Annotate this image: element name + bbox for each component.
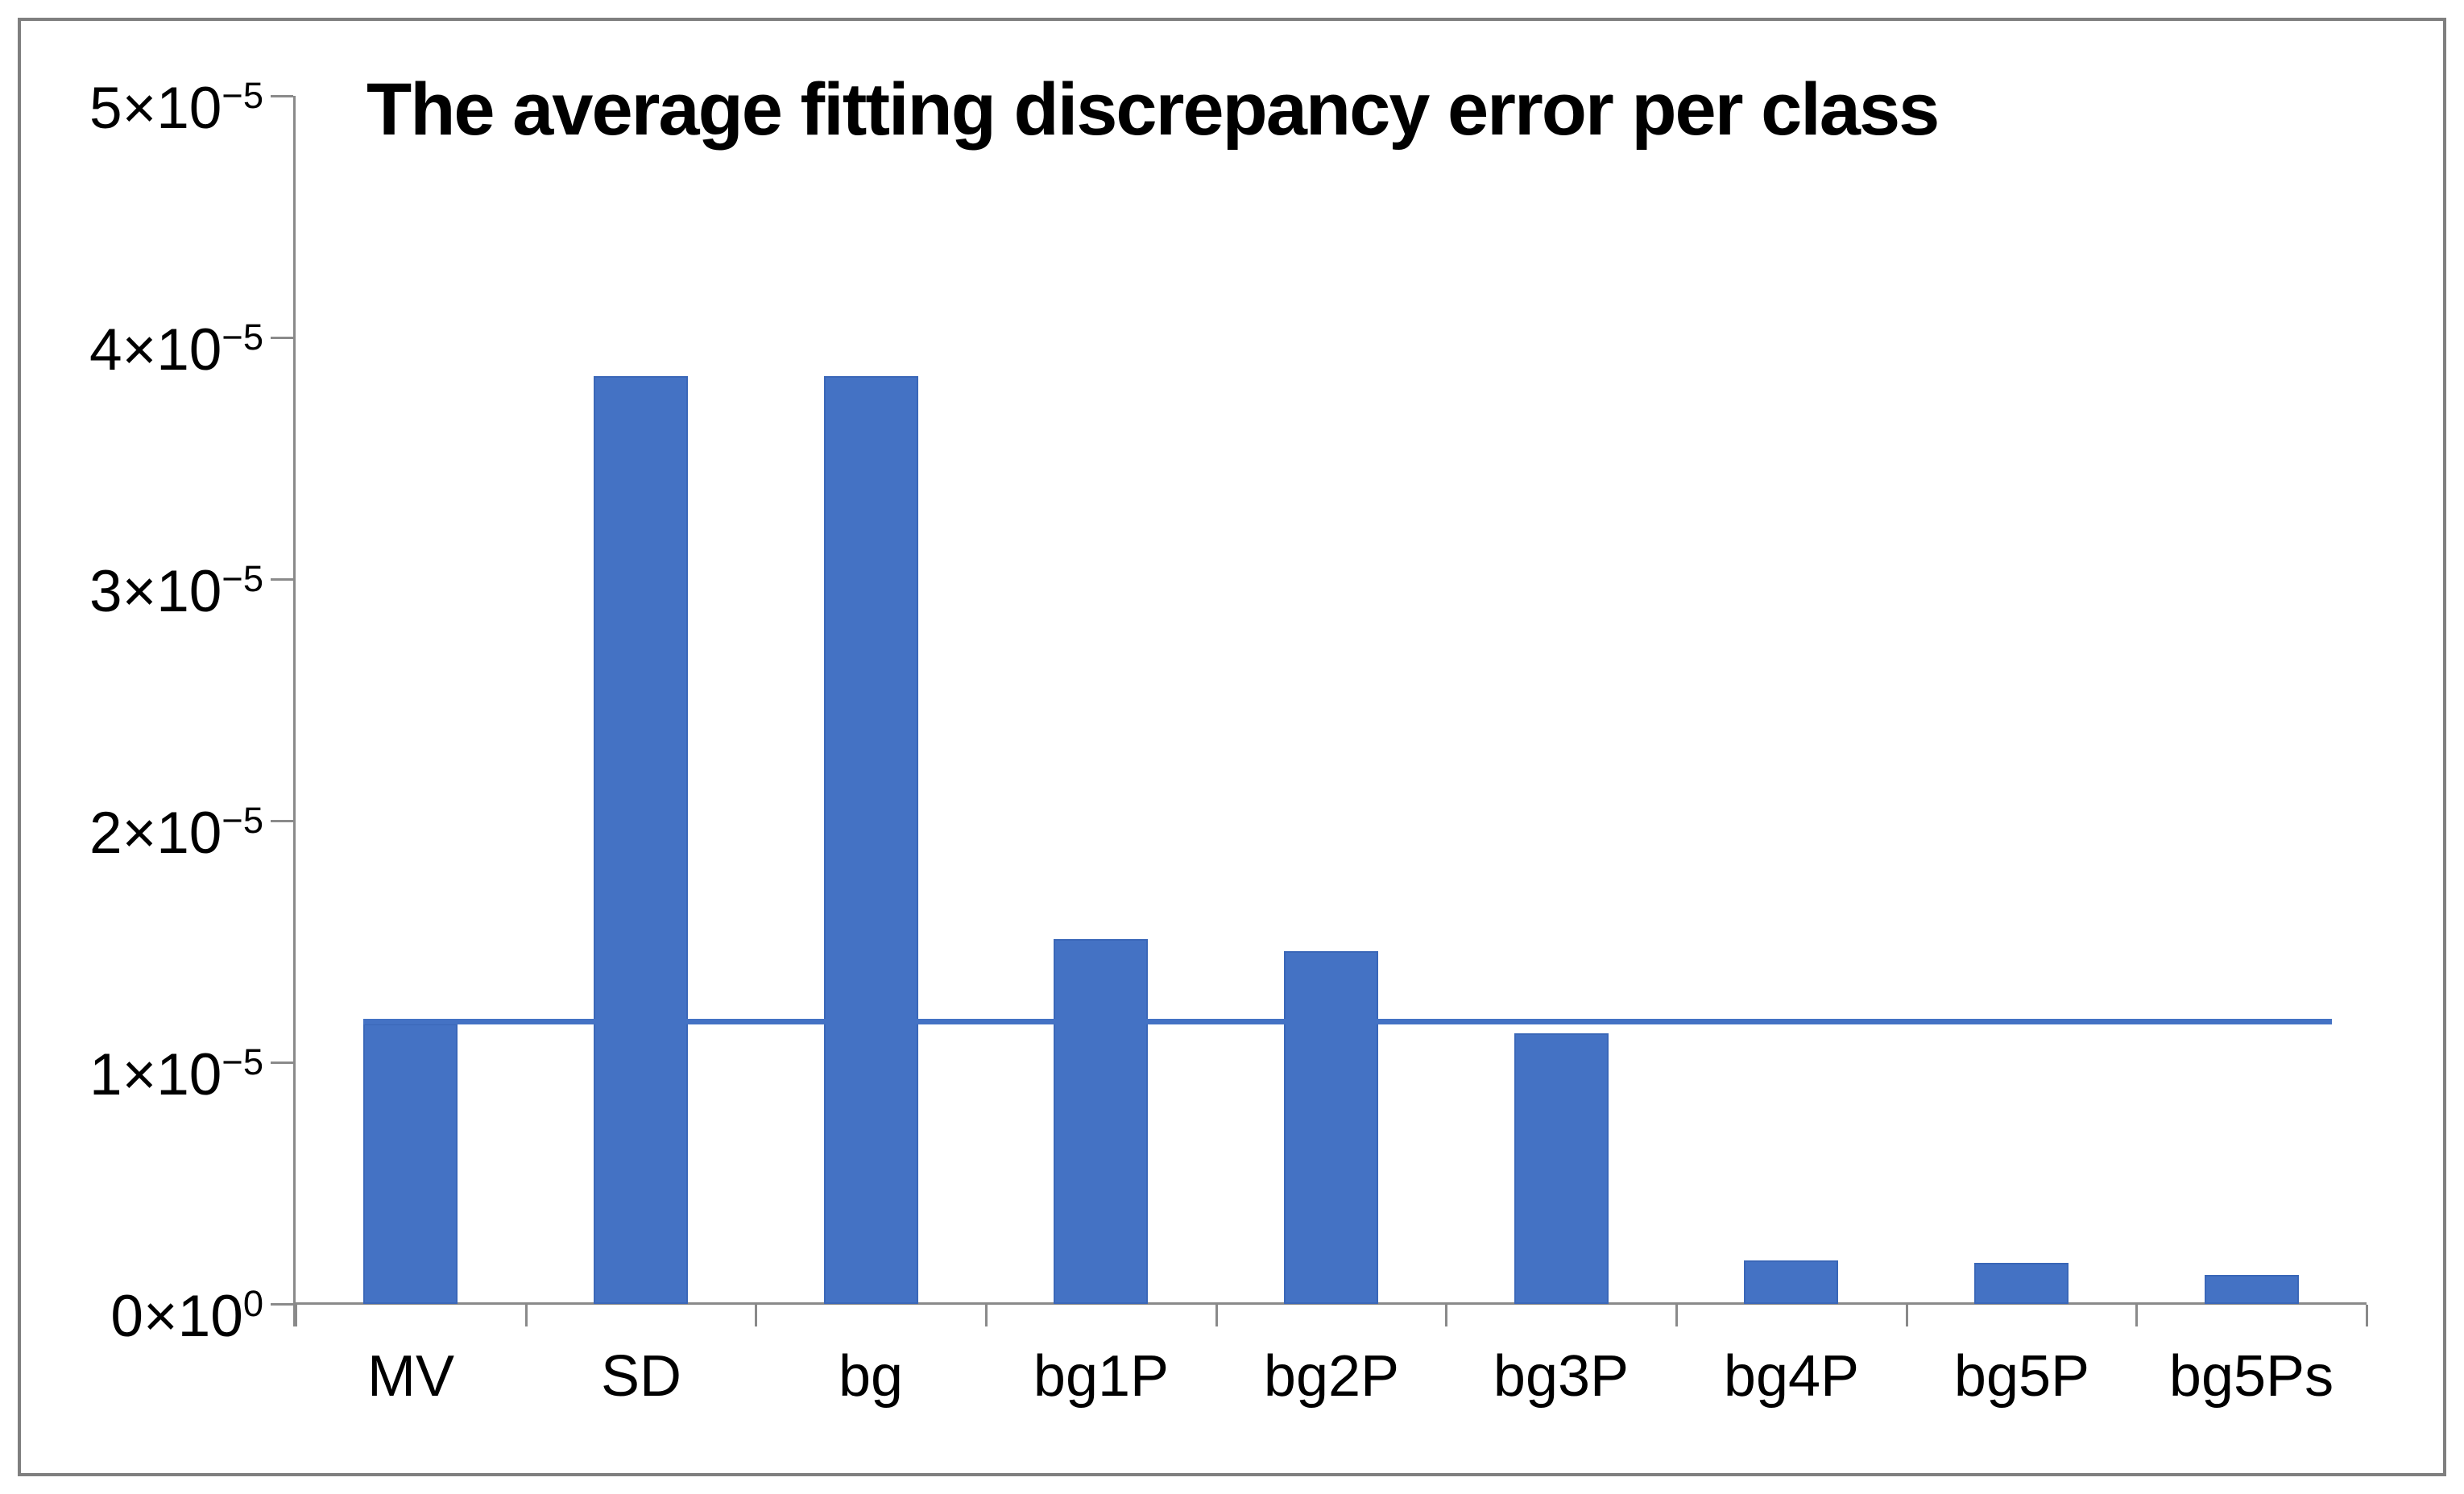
y-tick-exponent: −5 [222,800,263,841]
x-axis-label-bg2p: bg2P [1263,1344,1400,1409]
bar-bg5p [1974,1263,2069,1304]
y-tick-mantissa: 5×10 [89,75,222,141]
y-axis-tick [271,1303,293,1306]
x-axis-label-bg: bg [838,1344,904,1409]
y-axis-tick-label: 1×10−5 [89,1024,263,1107]
y-tick-exponent: −5 [222,317,263,358]
y-tick-exponent: −5 [222,1041,263,1082]
chart-title: The average fitting discrepancy error pe… [366,68,1940,151]
x-axis-label-bg4p: bg4P [1723,1344,1860,1409]
y-axis-tick [271,578,293,581]
y-tick-mantissa: 2×10 [89,800,222,866]
x-axis-tick [1215,1305,1218,1326]
average-reference-line [363,1019,2332,1024]
bar-bg [824,376,918,1304]
x-axis-tick [985,1305,988,1326]
x-axis-tick [295,1305,297,1326]
x-axis-tick [1675,1305,1678,1326]
y-tick-exponent: 0 [242,1283,263,1324]
x-axis-tick [755,1305,758,1326]
x-axis-label-bg3p: bg3P [1493,1344,1630,1409]
y-axis-tick [271,1062,293,1064]
x-axis-label-mv: MV [367,1344,454,1409]
bar-bg3p [1514,1033,1609,1304]
bar-bg4p [1744,1260,1838,1304]
y-axis-tick-label: 4×10−5 [89,299,263,383]
bar-mv [363,1024,458,1304]
y-tick-exponent: −5 [222,75,263,116]
x-axis-label-bg5ps: bg5Ps [2168,1344,2334,1409]
y-tick-mantissa: 1×10 [89,1041,222,1107]
y-axis-tick-label: 2×10−5 [89,782,263,866]
bar-bg2p [1284,951,1378,1304]
y-axis-tick [271,95,293,97]
y-axis-tick-label: 5×10−5 [89,57,263,141]
y-tick-mantissa: 3×10 [89,558,222,624]
y-axis-tick [271,820,293,822]
x-axis-tick [2366,1305,2368,1326]
plot-area: 0×100 1×10−5 2×10−5 3×10−5 4×10−5 5×10−5 MV SD b… [89,75,2368,1409]
x-axis-tick [1445,1305,1448,1326]
y-tick-mantissa: 0×10 [110,1283,243,1349]
y-axis-tick-label: 0×100 [110,1265,263,1349]
y-tick-mantissa: 4×10 [89,317,222,383]
x-axis-tick [2135,1305,2139,1326]
x-axis-label-bg5p: bg5P [1953,1344,2090,1409]
x-axis-label-bg1p: bg1P [1033,1344,1170,1409]
y-axis-line [293,96,296,1326]
bar-bg1p [1054,939,1148,1304]
x-axis-tick [1905,1305,1908,1326]
x-axis-label-sd: SD [600,1344,682,1409]
y-axis-tick [271,337,293,339]
bar-sd [594,376,688,1304]
bar-bg5ps [2205,1275,2299,1304]
x-axis-tick [524,1305,528,1326]
y-tick-exponent: −5 [222,558,263,599]
y-axis-tick-label: 3×10−5 [89,540,263,624]
